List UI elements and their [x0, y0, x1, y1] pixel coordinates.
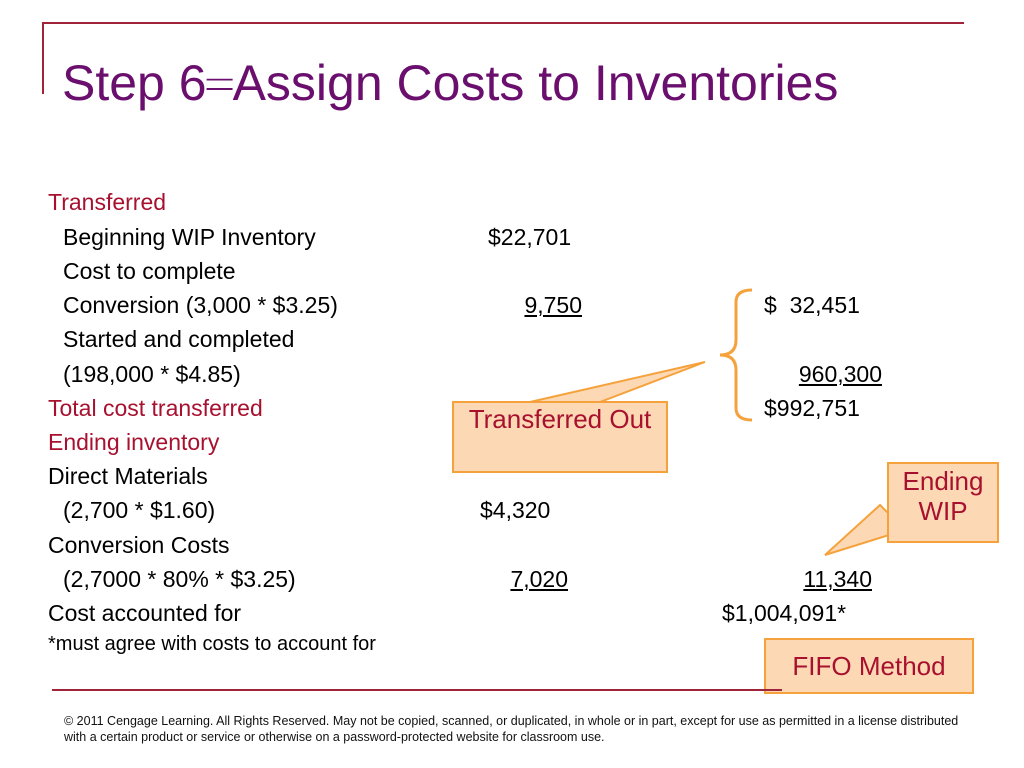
beginning-wip-value: $22,701 — [488, 224, 572, 250]
left-rule — [42, 22, 44, 94]
beginning-wip-label: Beginning WIP Inventory — [63, 224, 316, 250]
ending-wip-callout: Ending WIP — [887, 462, 999, 543]
conversion-costs-label: Conversion Costs — [48, 532, 230, 558]
ending-inventory-heading: Ending inventory — [48, 429, 220, 455]
transferred-out-callout: Transferred Out — [452, 401, 668, 473]
cost-to-complete-label: Cost to complete — [63, 258, 236, 284]
slide-title: Step 6—Assign Costs to Inventories — [62, 55, 839, 111]
conversion-subtotal: $ 32,451 — [764, 292, 860, 318]
total-transferred-label: Total cost transferred — [48, 395, 263, 421]
started-value: 960,300 — [798, 361, 882, 387]
cc-calc: (2,7000 * 80% * $3.25) — [63, 566, 296, 592]
transferred-out-pointer — [529, 361, 706, 403]
transferred-heading: Transferred — [48, 189, 167, 215]
direct-materials-label: Direct Materials — [48, 463, 208, 489]
cost-accounted-value: $1,004,091* — [722, 600, 847, 626]
top-rule — [42, 22, 964, 24]
started-completed-label: Started and completed — [63, 326, 295, 352]
dm-value: $4,320 — [480, 497, 551, 523]
footer-rule — [52, 689, 782, 691]
started-calc: (198,000 * $4.85) — [63, 361, 241, 387]
brace-icon — [719, 288, 753, 422]
dm-calc: (2,700 * $1.60) — [63, 497, 216, 523]
cost-accounted-label: Cost accounted for — [48, 600, 242, 626]
conversion-label: Conversion (3,000 * $3.25) — [63, 292, 338, 318]
ending-total: 11,340 — [803, 566, 872, 592]
total-transferred-value: $992,751 — [764, 395, 860, 421]
cc-value: 7,020 — [510, 566, 568, 592]
fifo-method-callout: FIFO Method — [764, 638, 974, 694]
copyright-footer: © 2011 Cengage Learning. All Rights Rese… — [64, 714, 959, 744]
conversion-value: 9,750 — [524, 292, 582, 318]
footnote: *must agree with costs to account for — [48, 633, 376, 655]
